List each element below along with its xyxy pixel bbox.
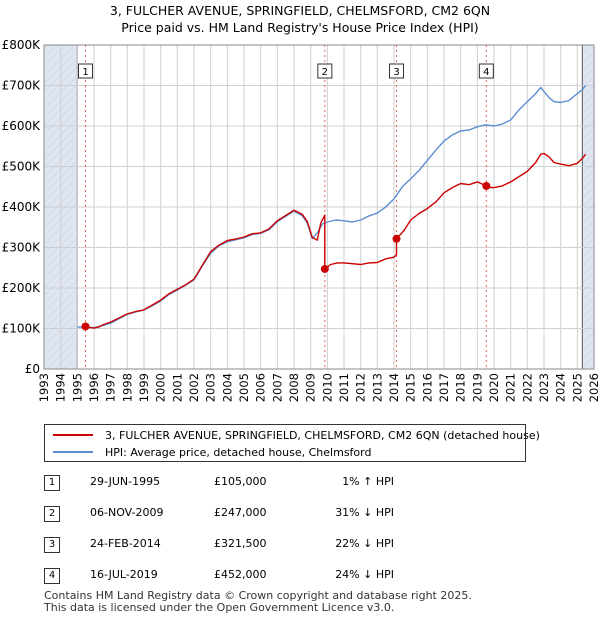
x-tick-label: 2025 (570, 373, 584, 402)
y-tick-label: £600K (2, 119, 42, 133)
x-tick-label: 2021 (504, 373, 518, 402)
x-tick-label: 2010 (320, 373, 334, 402)
y-tick-label: £200K (2, 281, 42, 295)
x-tick-label: 2004 (220, 373, 234, 402)
x-tick-label: 2002 (187, 373, 201, 402)
sale-hpi-diff: 22% ↓ HPI (335, 537, 394, 550)
sale-marker-label: 2 (322, 67, 328, 78)
sale-price: £105,000 (214, 475, 267, 488)
sale-point (81, 322, 90, 331)
x-tick-label: 2015 (404, 373, 418, 402)
sale-marker-label: 1 (82, 67, 88, 78)
x-tick-label: 2007 (270, 373, 284, 402)
x-tick-label: 1995 (70, 373, 84, 402)
x-tick-label: 1998 (120, 373, 134, 402)
sale-number-badge: 1 (44, 475, 60, 491)
legend-swatch-hpi (53, 451, 93, 453)
x-tick-label: 2008 (287, 373, 301, 402)
sale-marker-badge (389, 63, 404, 79)
x-tick-label: 1996 (87, 373, 101, 402)
x-tick-label: 2003 (204, 373, 218, 402)
y-tick-label: £300K (2, 241, 42, 255)
sale-hpi-diff: 1% ↑ HPI (342, 475, 394, 488)
sale-number-badge: 3 (44, 537, 60, 553)
sale-row: 3 24-FEB-2014 £321,500 22% ↓ HPI (44, 534, 464, 565)
x-tick-label: 2016 (420, 373, 434, 402)
legend-item-hpi: HPI: Average price, detached house, Chel… (53, 444, 371, 460)
x-tick-label: 1997 (104, 373, 118, 402)
sale-date: 06-NOV-2009 (90, 506, 164, 519)
x-tick-label: 1994 (54, 373, 68, 402)
footer-copyright: Contains HM Land Registry data © Crown c… (44, 589, 472, 602)
shaded-range-hatch (582, 45, 594, 369)
legend-label-price-paid: 3, FULCHER AVENUE, SPRINGFIELD, CHELMSFO… (105, 428, 540, 442)
x-tick-label: 2017 (437, 373, 451, 402)
sale-number-badge: 4 (44, 568, 60, 584)
x-tick-label: 2011 (337, 373, 351, 402)
plot-frame (43, 44, 595, 370)
x-tick-label: 2013 (370, 373, 384, 402)
x-tick-label: 2026 (587, 373, 600, 402)
x-tick-label: 2012 (354, 373, 368, 402)
sale-row: 1 29-JUN-1995 £105,000 1% ↑ HPI (44, 472, 464, 503)
sale-hpi-diff: 24% ↓ HPI (335, 568, 394, 581)
y-tick-label: £0 (25, 362, 40, 376)
y-tick-label: £500K (2, 160, 42, 174)
price-chart: £0 £100K £200K £300K £400K £500K £600K £700K £80… (2, 38, 600, 402)
sale-marker-label: 3 (393, 67, 399, 78)
x-tick-label: 2006 (254, 373, 268, 402)
x-tick-label: 2024 (554, 373, 568, 402)
x-tick-label: 2001 (170, 373, 184, 402)
y-tick-label: £100K (2, 322, 42, 336)
x-tick-label: 2018 (454, 373, 468, 402)
chart-title-line1: 3, FULCHER AVENUE, SPRINGFIELD, CHELMSFO… (109, 3, 491, 18)
x-tick-label: 2014 (387, 373, 401, 402)
footer-licence: This data is licensed under the Open Gov… (44, 601, 395, 614)
sale-marker-label: 4 (483, 67, 489, 78)
sale-date: 29-JUN-1995 (90, 475, 161, 488)
sale-marker-badge (478, 63, 494, 79)
sale-date: 24-FEB-2014 (90, 537, 161, 550)
sale-point (392, 234, 401, 243)
sale-point (320, 264, 329, 273)
y-tick-label: £800K (2, 38, 42, 52)
sale-marker-badge (78, 63, 93, 79)
legend-item-price-paid: 3, FULCHER AVENUE, SPRINGFIELD, CHELMSFO… (53, 427, 540, 443)
legend-label-hpi: HPI: Average price, detached house, Chel… (105, 445, 372, 459)
sale-price: £321,500 (214, 537, 267, 550)
sale-price: £452,000 (214, 568, 267, 581)
y-tick-label: £700K (2, 79, 42, 93)
chart-title-line2: Price paid vs. HM Land Registry's House … (121, 20, 479, 35)
sale-marker-badge (317, 63, 333, 79)
x-tick-label: 2020 (487, 373, 501, 402)
sale-date: 16-JUL-2019 (90, 568, 158, 581)
shaded-range-hatch (44, 45, 78, 369)
sale-number-badge: 2 (44, 506, 60, 522)
footer: Contains HM Land Registry data © Crown c… (44, 590, 472, 614)
sale-hpi-diff: 31% ↓ HPI (335, 506, 394, 519)
x-tick-label: 2000 (154, 373, 168, 402)
y-tick-label: £400K (2, 200, 42, 214)
legend: 3, FULCHER AVENUE, SPRINGFIELD, CHELMSFO… (44, 424, 540, 462)
x-tick-label: 1999 (137, 373, 151, 402)
sale-row: 4 16-JUL-2019 £452,000 24% ↓ HPI (44, 565, 464, 596)
sale-row: 2 06-NOV-2009 £247,000 31% ↓ HPI (44, 503, 464, 534)
x-tick-label: 2019 (470, 373, 484, 402)
sales-table: 1 29-JUN-1995 £105,000 1% ↑ HPI 2 06-NOV… (44, 472, 464, 596)
sale-point (482, 181, 491, 190)
legend-swatch-price-paid (53, 434, 93, 436)
x-tick-label: 1993 (37, 373, 51, 402)
x-tick-label: 2022 (520, 373, 534, 402)
x-tick-label: 2005 (237, 373, 251, 402)
x-tick-label: 2009 (304, 373, 318, 402)
sale-price: £247,000 (214, 506, 267, 519)
x-tick-label: 2023 (537, 373, 551, 402)
series-line-price-paid (85, 152, 587, 329)
